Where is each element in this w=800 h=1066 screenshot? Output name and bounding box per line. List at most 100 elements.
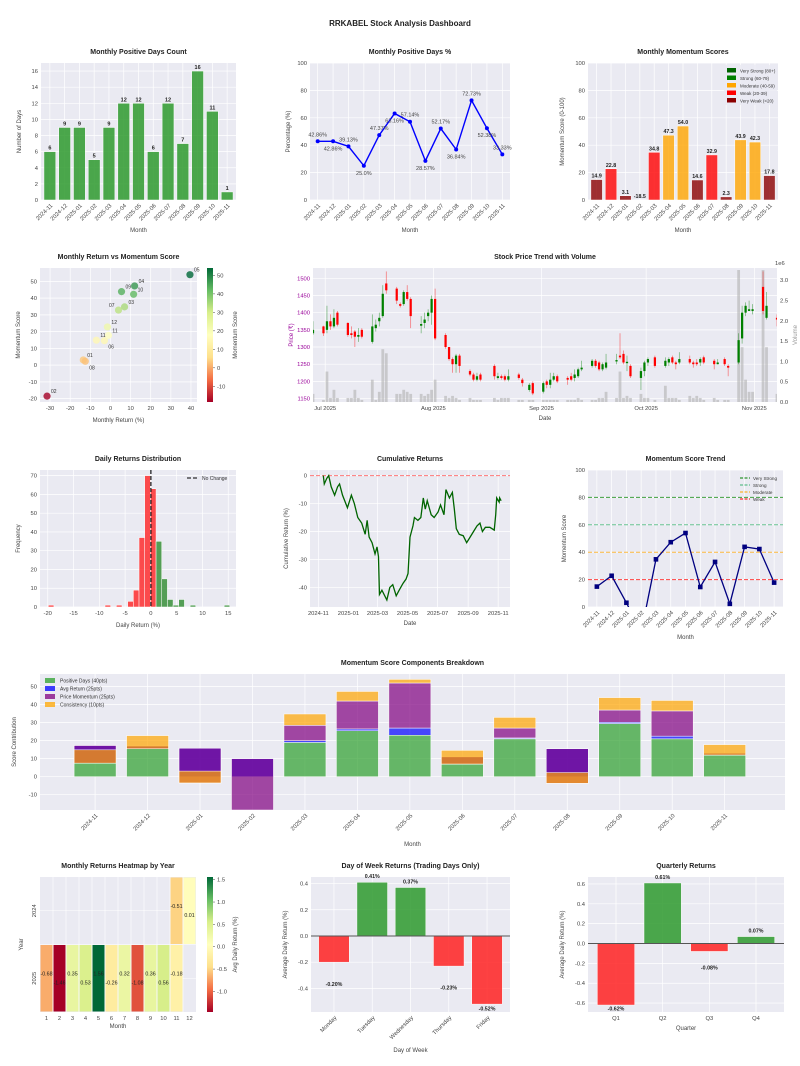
point-label: 10 — [138, 287, 144, 293]
legend-swatch — [727, 90, 736, 95]
chart-title: Monthly Positive Days Count — [90, 49, 187, 56]
chart-momentum-score-trend: 0204060801002024-112024-122025-012025-02… — [562, 456, 783, 641]
candlestick — [420, 316, 423, 334]
candle-body — [716, 362, 719, 365]
bar-value-label: 0.37% — [403, 879, 418, 885]
colorbar-label: Avg Daily Return (%) — [233, 917, 239, 973]
legend-swatch — [727, 68, 736, 73]
candlestick — [313, 321, 315, 335]
volume-bar — [479, 399, 482, 402]
volume-bar — [615, 397, 618, 402]
volume-bar — [377, 391, 381, 402]
candlestick — [580, 360, 583, 372]
y-axis-label: Cumulative Return (%) — [284, 508, 290, 569]
candle-body — [664, 360, 667, 366]
component-bar — [441, 763, 484, 777]
volume-bar — [594, 399, 597, 402]
candlestick — [577, 367, 580, 378]
bar — [102, 127, 116, 200]
bar — [676, 125, 690, 200]
y-tick-label: -0.6 — [575, 1001, 585, 1007]
point-label: 11 — [100, 333, 105, 339]
volume-bar — [555, 399, 559, 402]
candle-body — [329, 321, 332, 327]
candle-body — [406, 292, 409, 299]
y-tick-label: 10 — [31, 346, 37, 352]
legend: No Change — [187, 476, 228, 482]
volume-bar — [475, 399, 479, 402]
chart-title: Daily Returns Distribution — [95, 456, 181, 463]
volume-bar — [618, 371, 622, 402]
x-tick-label: Thursday — [432, 1015, 453, 1036]
y-tick-label: 100 — [575, 468, 585, 474]
candlestick — [566, 376, 569, 385]
y-tick-label: -10 — [299, 502, 307, 508]
volume-bar — [527, 399, 531, 402]
bar — [619, 195, 632, 200]
data-label: 42.86% — [308, 132, 327, 138]
y-tick-label: 14 — [32, 85, 39, 91]
component-bar — [493, 717, 537, 729]
volume-bar — [698, 397, 702, 402]
bar-value-label: -0.20% — [326, 982, 343, 988]
y-tick-label: 70 — [31, 474, 37, 480]
x-axis-label: Month — [675, 228, 692, 234]
bar — [206, 111, 219, 200]
candlestick — [521, 377, 524, 387]
candle-body — [723, 359, 726, 365]
volume-bar — [702, 399, 706, 402]
legend-label: Very Strong — [753, 476, 777, 481]
data-point — [484, 126, 489, 131]
bar — [720, 196, 733, 200]
x-axis-label: Date — [404, 621, 417, 627]
candlestick — [332, 309, 336, 329]
candlestick — [699, 357, 702, 366]
candle-body — [458, 355, 461, 366]
candlestick — [542, 381, 545, 394]
candlestick — [447, 347, 451, 361]
y-tick-label: 1200 — [297, 379, 310, 385]
y-tick-label: 100 — [575, 61, 585, 67]
y-tick-label: 60 — [31, 492, 37, 498]
histogram-bar — [161, 578, 168, 607]
volume-bar — [468, 397, 472, 402]
candlestick — [500, 374, 503, 380]
candle-body — [678, 359, 681, 363]
bar — [597, 943, 635, 1006]
x-tick-label: Oct 2025 — [634, 406, 658, 412]
bar-value-label: 6 — [152, 146, 155, 152]
component-bar — [650, 700, 694, 712]
candle-body — [601, 364, 604, 370]
volume-bar — [423, 395, 427, 402]
data-point — [408, 119, 412, 124]
chart-title: Monthly Returns Heatmap by Year — [61, 863, 175, 870]
candle-body — [378, 317, 381, 322]
histogram-bar — [189, 604, 197, 607]
volume-bar — [723, 399, 727, 402]
x-tick-label: 2 — [58, 1016, 61, 1022]
x-tick-label: 2025-04 — [343, 813, 363, 833]
volume-bar — [398, 393, 402, 402]
gridlines — [40, 470, 236, 608]
x-tick-label: 7 — [123, 1016, 126, 1022]
bar-value-label: -0.23% — [440, 986, 457, 992]
candle-body — [699, 359, 702, 363]
candle-body — [479, 374, 482, 380]
x-tick-label: -20 — [44, 611, 52, 617]
bar-value-label: -0.52% — [479, 1007, 496, 1013]
chart-monthly-positive-days-count: 02468101214162024-112024-122025-012025-0… — [17, 49, 236, 234]
heatmap-cell-label: -1.46 — [53, 980, 65, 986]
heatmap-cell — [170, 945, 183, 1012]
candle-body — [765, 305, 768, 318]
plot-marks — [73, 679, 746, 810]
bar — [58, 127, 71, 200]
volume-bar — [761, 270, 765, 402]
candlestick — [678, 352, 681, 365]
y-tick-label: 50 — [31, 511, 37, 517]
y-tick-label: 2024 — [32, 904, 38, 918]
volume-bar — [653, 399, 657, 402]
component-bar — [283, 725, 327, 741]
bar-value-label: 2.3 — [722, 191, 729, 197]
component-bar — [441, 750, 484, 765]
bar-value-label: -18.5 — [634, 194, 646, 200]
